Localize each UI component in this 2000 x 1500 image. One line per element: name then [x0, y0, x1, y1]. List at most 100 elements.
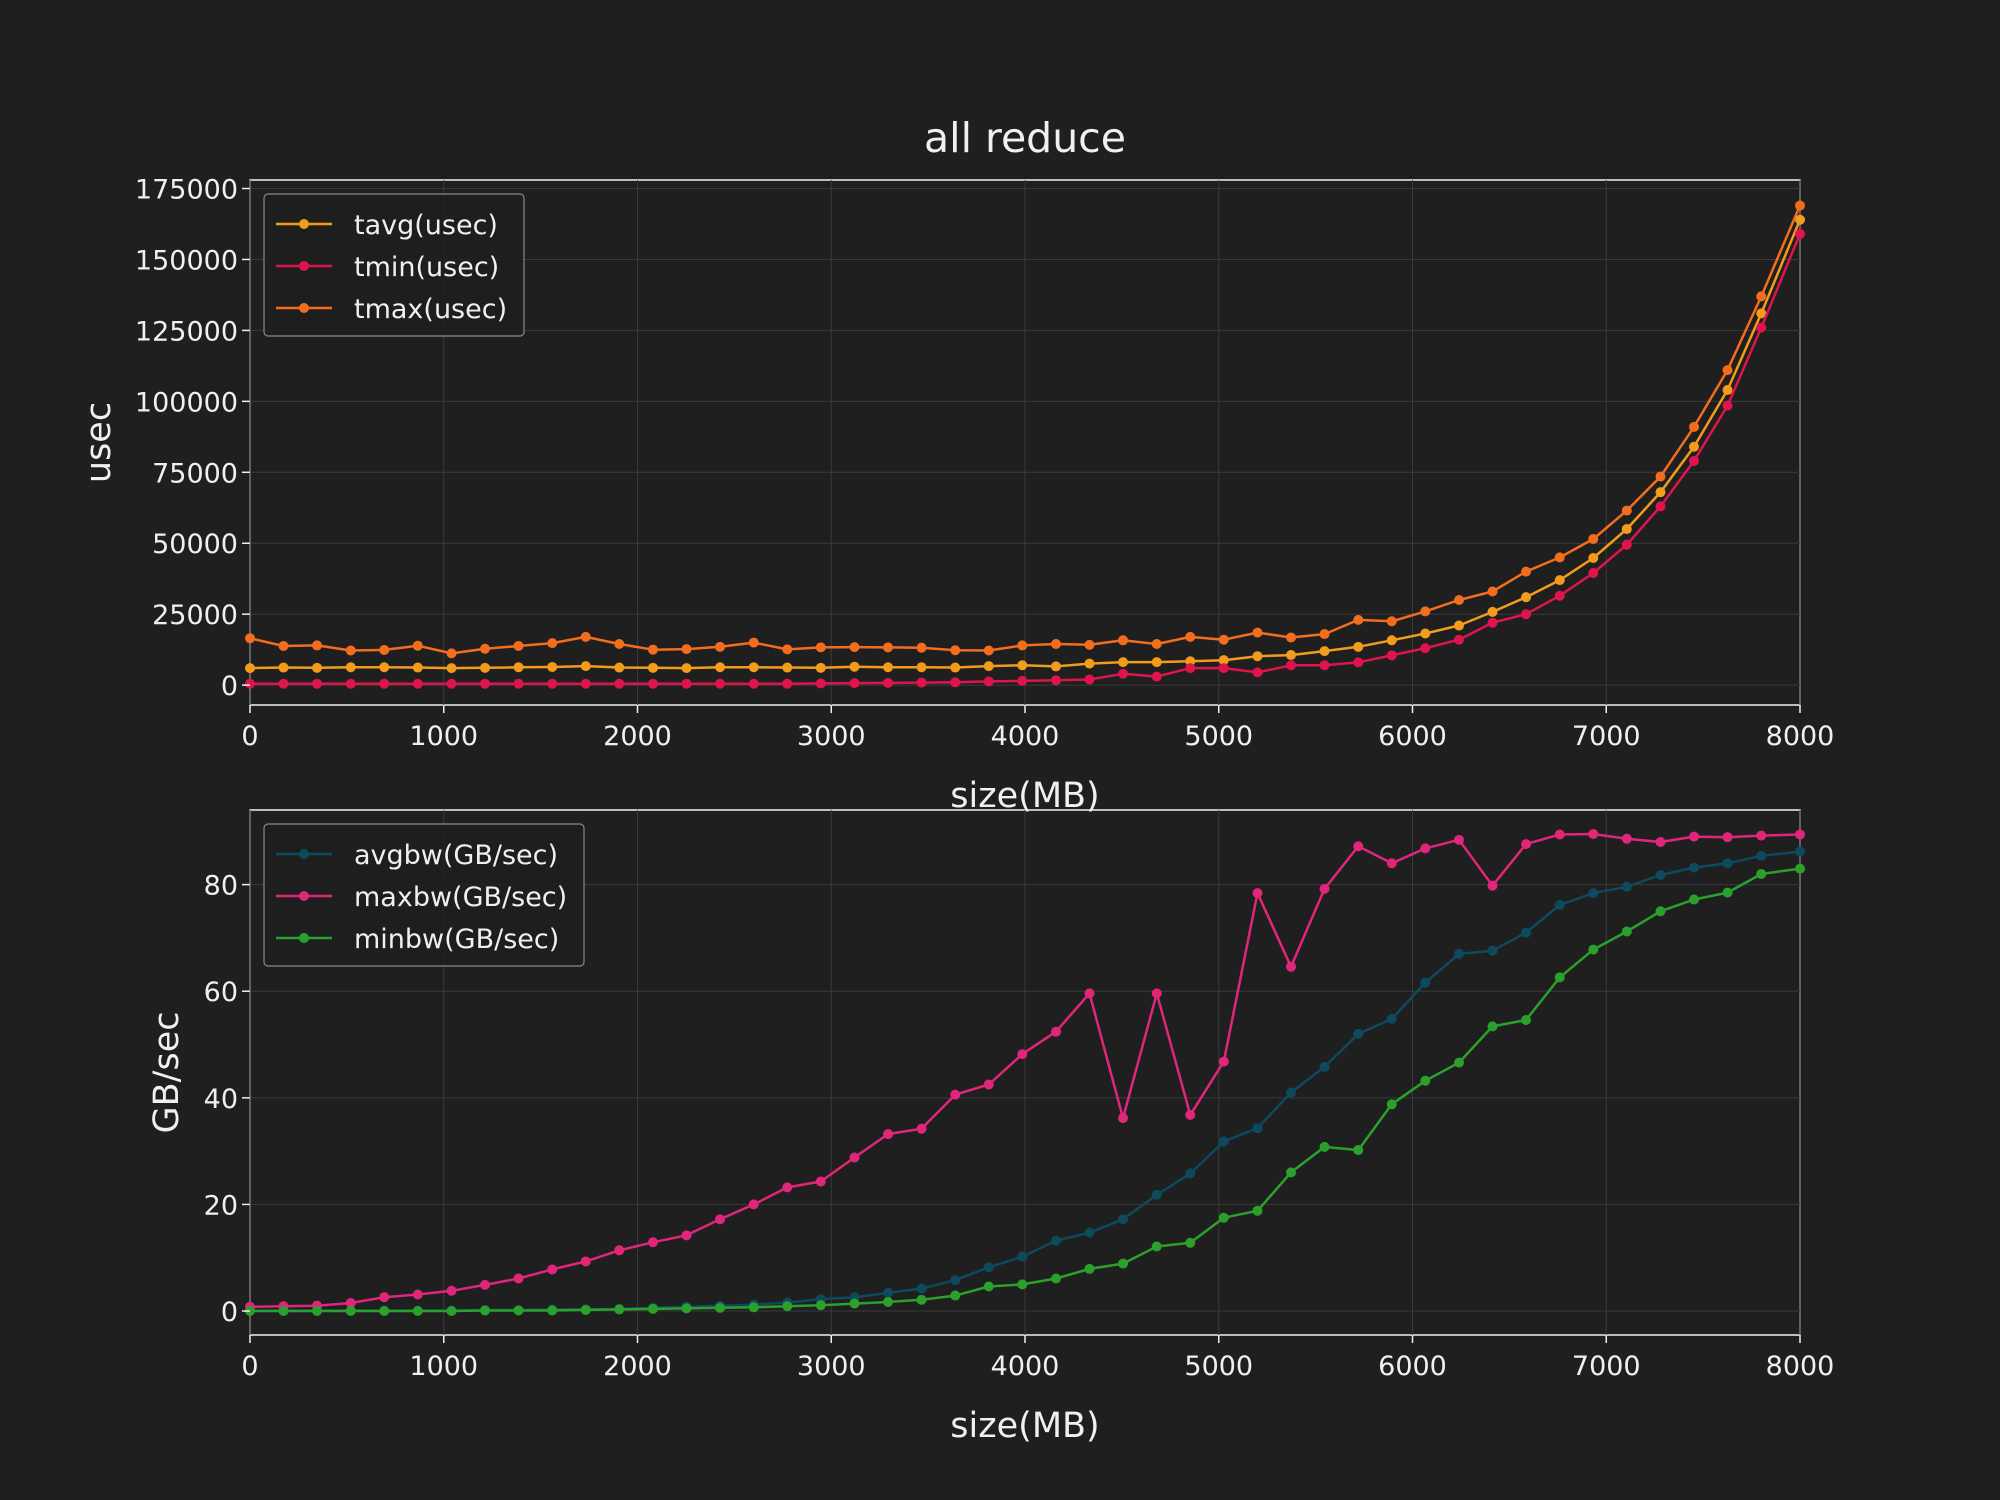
- latency-series-0-point-6: [446, 663, 457, 674]
- latency-series-1-point-28: [1185, 663, 1196, 674]
- bandwidth-series-0-point-33: [1353, 1028, 1364, 1039]
- latency-series-2-point-33: [1353, 614, 1364, 625]
- bandwidth-series-2-point-5: [412, 1306, 423, 1317]
- bandwidth-series-2-point-13: [681, 1303, 692, 1314]
- latency-series-0-point-40: [1588, 553, 1599, 563]
- latency-series-0-point-1: [278, 662, 289, 673]
- bandwidth-x-tick-label-6: 6000: [1378, 1351, 1447, 1382]
- bandwidth-legend-label-1: maxbw(GB/sec): [354, 882, 567, 913]
- bandwidth-series-0-point-46: [1795, 846, 1805, 857]
- latency-series-1-point-27: [1151, 671, 1162, 682]
- latency-series-0-point-31: [1286, 650, 1297, 661]
- latency-series-1-point-37: [1487, 617, 1498, 628]
- bandwidth-plot-y-axis-label: GB/sec: [147, 1012, 187, 1134]
- latency-series-2: [245, 200, 1805, 659]
- bandwidth-series-2-point-10: [580, 1304, 591, 1315]
- latency-series-1-point-39: [1554, 590, 1565, 601]
- latency-plot-series: [245, 200, 1805, 689]
- bandwidth-series-1-point-44: [1722, 832, 1733, 843]
- latency-series-1-point-0: [245, 678, 255, 689]
- bandwidth-series-2-point-46: [1795, 863, 1805, 874]
- latency-x-tick-label-5: 5000: [1184, 721, 1253, 752]
- bandwidth-series-2-point-20: [916, 1294, 927, 1305]
- bandwidth-series-0-point-31: [1286, 1087, 1297, 1098]
- bandwidth-series-0-point-35: [1420, 977, 1431, 988]
- latency-series-2-point-10: [580, 631, 591, 642]
- latency-series-0-point-38: [1521, 592, 1532, 603]
- bandwidth-y-tick-label-1: 20: [204, 1190, 238, 1221]
- bandwidth-series-2-point-29: [1218, 1212, 1229, 1223]
- latency-series-2-point-25: [1084, 639, 1095, 650]
- bandwidth-series-1-point-14: [715, 1214, 726, 1225]
- latency-series-0-point-25: [1084, 658, 1095, 669]
- latency-plot-ticks: 0 1000 2000 3000 4000 5000 6000 7000 8000 0 25000 5…: [135, 175, 1834, 752]
- latency-x-tick-label-4: 4000: [991, 721, 1060, 752]
- latency-series-2-point-17: [815, 642, 826, 653]
- bandwidth-series-2-point-22: [983, 1281, 994, 1292]
- bandwidth-x-tick-label-7: 7000: [1572, 1351, 1641, 1382]
- latency-series-0-point-34: [1386, 635, 1397, 646]
- latency-x-tick-label-7: 7000: [1572, 721, 1641, 752]
- latency-series-2-point-12: [648, 644, 658, 655]
- latency-series-2-point-34: [1386, 616, 1397, 627]
- latency-series-1-point-10: [580, 678, 591, 689]
- bandwidth-series-2-point-16: [782, 1301, 793, 1312]
- latency-series-0-point-15: [748, 662, 759, 673]
- bandwidth-y-tick-label-3: 60: [204, 977, 238, 1008]
- bandwidth-legend-marker-1: [299, 891, 309, 901]
- latency-x-tick-label-2: 2000: [603, 721, 672, 752]
- bandwidth-plot-ticks: 0 1000 2000 3000 4000 5000 6000 7000 8000 0 20 40 60…: [204, 871, 1835, 1382]
- bandwidth-series-1-point-13: [681, 1230, 692, 1241]
- bandwidth-series-1-point-6: [446, 1285, 457, 1296]
- bandwidth-series-1-point-17: [815, 1176, 826, 1187]
- bandwidth-series-2-point-9: [547, 1305, 558, 1316]
- latency-series-1: [245, 228, 1805, 689]
- latency-series-1-point-32: [1319, 660, 1330, 671]
- latency-series-0: [245, 214, 1805, 674]
- bandwidth-series-1-point-41: [1621, 833, 1632, 844]
- latency-series-0-point-5: [412, 662, 423, 673]
- latency-series-0-point-27: [1151, 657, 1162, 668]
- bandwidth-series-1-point-18: [849, 1152, 860, 1163]
- latency-legend-label-0: tavg(usec): [354, 210, 498, 241]
- bandwidth-legend-box: [263, 823, 585, 967]
- latency-series-1-point-36: [1454, 634, 1464, 645]
- bandwidth-series-1-point-30: [1252, 888, 1263, 899]
- latency-y-tick-label-1: 25000: [152, 600, 238, 631]
- bandwidth-series-1-point-25: [1084, 988, 1095, 999]
- latency-series-0-point-45: [1756, 308, 1767, 319]
- latency-series-0-point-10: [580, 661, 591, 672]
- latency-series-1-point-9: [547, 678, 558, 689]
- latency-series-0-point-43: [1689, 441, 1700, 452]
- latency-series-0-point-7: [480, 662, 491, 673]
- bandwidth-series-0-point-44: [1722, 858, 1733, 869]
- latency-series-2-point-6: [446, 648, 457, 659]
- bandwidth-series-0-point-42: [1655, 870, 1666, 881]
- latency-series-2-point-27: [1151, 638, 1162, 649]
- bandwidth-series-1-point-21: [950, 1089, 961, 1100]
- latency-series-1-point-41: [1621, 539, 1632, 550]
- bandwidth-series-2-point-36: [1454, 1057, 1464, 1068]
- bandwidth-series-2-point-40: [1588, 944, 1599, 955]
- latency-series-1-point-18: [849, 678, 860, 689]
- bandwidth-series-1-point-29: [1218, 1056, 1229, 1067]
- latency-x-tick-label-1: 1000: [409, 721, 478, 752]
- latency-series-2-point-15: [748, 637, 759, 648]
- bandwidth-series-0-point-23: [1017, 1251, 1028, 1262]
- latency-series-0-point-17: [815, 662, 826, 673]
- latency-series-2-point-26: [1118, 635, 1129, 646]
- latency-series-2-point-2: [312, 640, 323, 651]
- latency-series-1-point-8: [513, 678, 524, 689]
- latency-series-2-point-31: [1286, 632, 1297, 643]
- latency-series-0-point-46: [1795, 214, 1805, 225]
- bandwidth-x-tick-label-5: 5000: [1184, 1351, 1253, 1382]
- bandwidth-series-2-point-8: [513, 1305, 524, 1316]
- bandwidth-series-1-point-36: [1454, 834, 1464, 845]
- bandwidth-series-1-point-34: [1386, 858, 1397, 869]
- bandwidth-x-tick-label-1: 1000: [409, 1351, 478, 1382]
- bandwidth-series-2-point-32: [1319, 1141, 1330, 1152]
- bandwidth-series-2-point-4: [379, 1306, 390, 1317]
- latency-series-2-point-14: [715, 641, 726, 652]
- bandwidth-series-1-point-15: [748, 1199, 759, 1210]
- bandwidth-legend-marker-2: [299, 933, 309, 943]
